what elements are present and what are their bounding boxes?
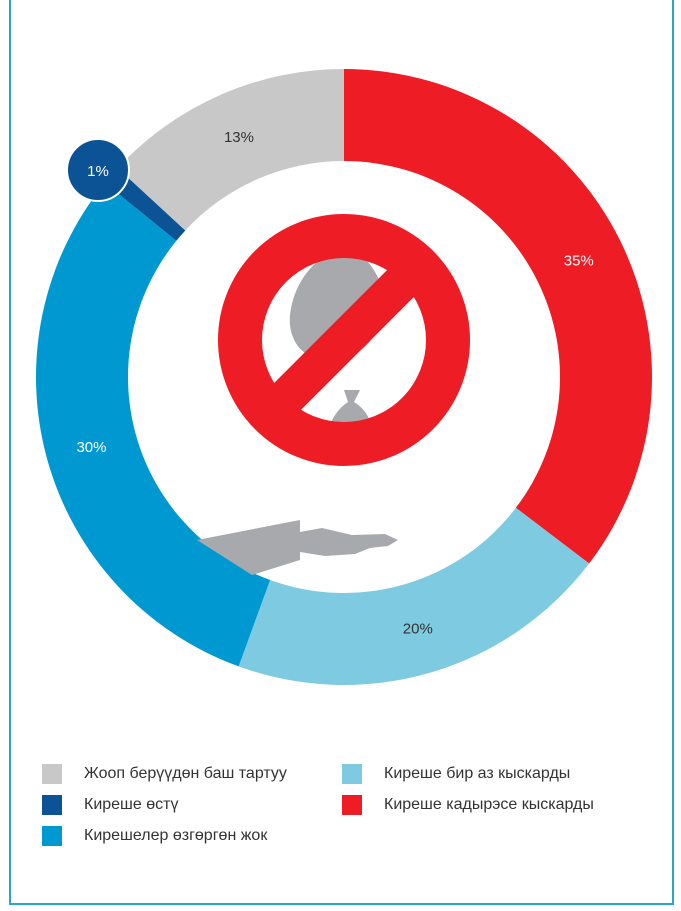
prohibition-ring-shape: [218, 214, 470, 466]
no-money-hand-icon: [197, 214, 470, 575]
slice-refused-value-label: 13%: [224, 129, 254, 146]
slice-slightly-decreased-value-label: 20%: [403, 620, 433, 637]
one-percent-marker: [66, 138, 130, 202]
donut-slices: [35, 69, 652, 685]
slice-greatly-decreased-value-label: 35%: [564, 253, 594, 270]
slice-slightly-decreased: [238, 507, 590, 685]
hand-shape: [197, 520, 398, 575]
slice-labels: 35% 20% 30% 1% 13%: [76, 129, 593, 637]
slice-refused: [117, 69, 344, 231]
slice-unchanged-value-label: 30%: [76, 439, 106, 456]
slice-increased-value-label: 1%: [87, 163, 109, 180]
prohibition-slash-shape: [256, 252, 432, 428]
marker-circle: [66, 138, 130, 202]
slice-greatly-decreased: [344, 69, 652, 564]
slice-unchanged: [35, 182, 271, 667]
